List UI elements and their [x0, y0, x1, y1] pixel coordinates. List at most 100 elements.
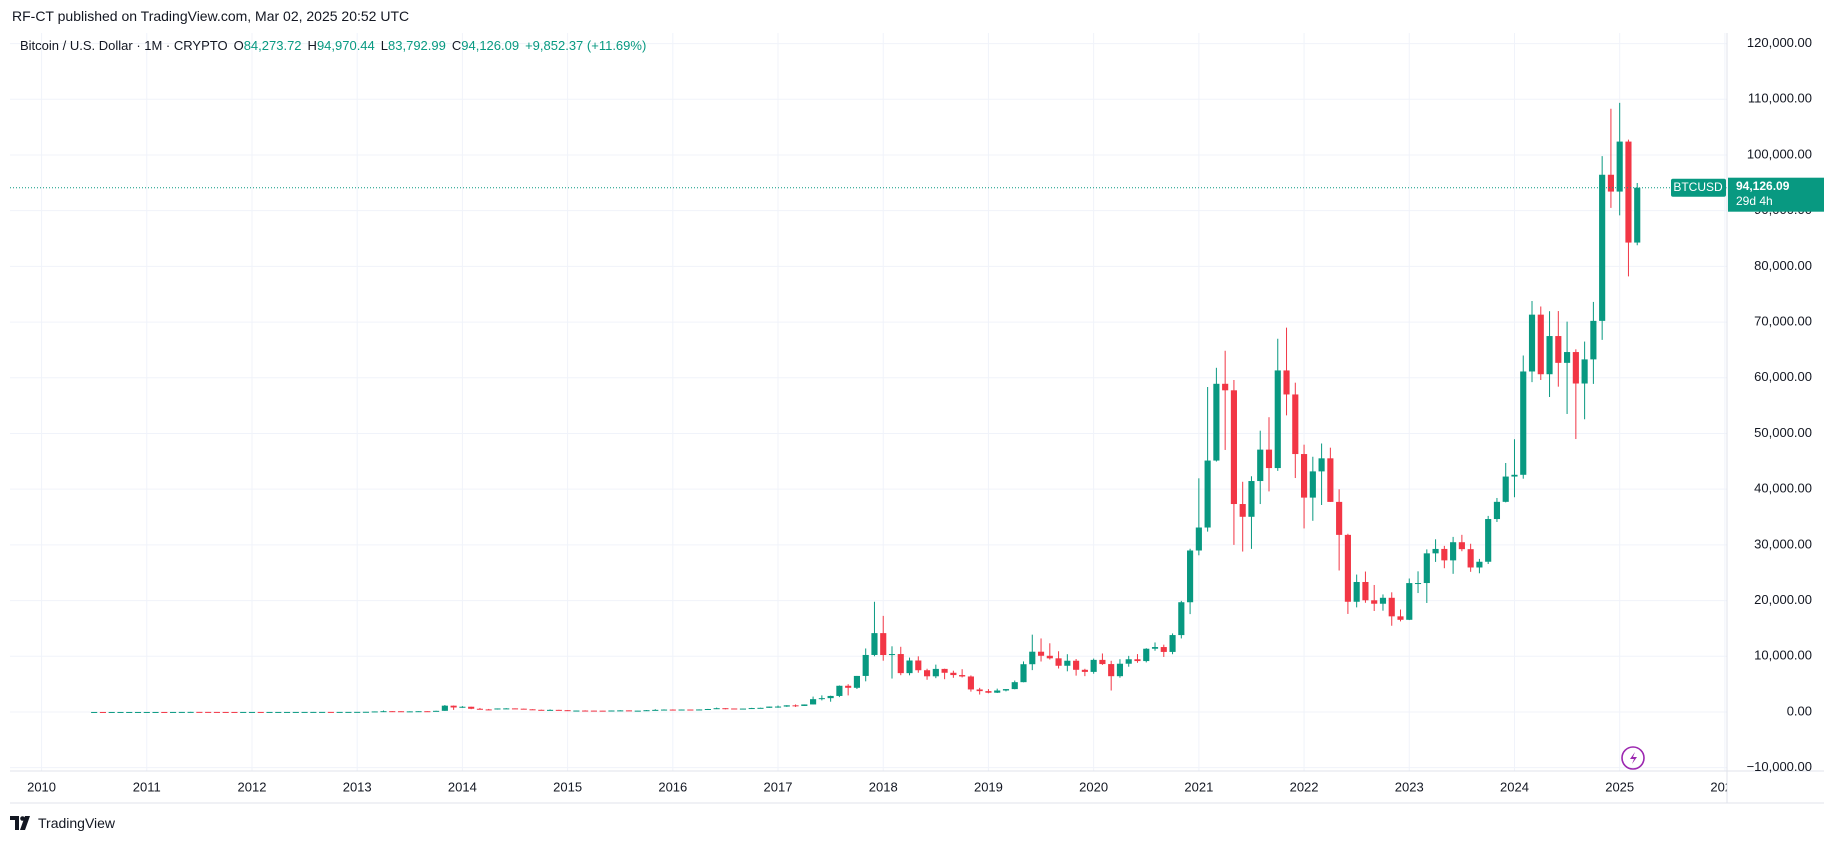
candle-body — [634, 710, 641, 712]
candle-body — [371, 711, 378, 713]
candle-body — [336, 711, 343, 713]
candle-body — [608, 710, 615, 712]
candle-body — [187, 711, 194, 713]
y-tick-label: 110,000.00 — [1748, 91, 1812, 106]
candle-body — [1467, 549, 1474, 568]
candle-body — [1116, 663, 1124, 677]
candle-body — [283, 711, 291, 713]
candle-body — [1073, 660, 1080, 670]
candle-body — [906, 660, 913, 674]
candle-body — [529, 709, 536, 711]
candle-body — [1458, 542, 1465, 550]
candle-body — [941, 668, 948, 673]
candle-body — [748, 708, 755, 710]
candle-body — [1423, 553, 1430, 584]
candle-body — [739, 708, 747, 710]
y-tick-label: 100,000.00 — [1747, 146, 1812, 161]
y-tick-label: 120,000.00 — [1747, 35, 1812, 50]
candle-body — [1178, 602, 1185, 636]
x-tick-label: 2023 — [1395, 779, 1424, 794]
candle-body — [301, 711, 308, 713]
candle-body — [196, 711, 203, 713]
x-tick-label: 2025 — [1605, 779, 1634, 794]
candle-body — [494, 708, 501, 710]
legend-value: 94,970.44 — [316, 38, 375, 53]
candle-body — [652, 709, 659, 711]
candle-body — [1090, 659, 1097, 672]
candle-body — [923, 670, 931, 677]
candle-body — [213, 711, 220, 713]
candle-body — [231, 711, 238, 713]
candle-body — [1020, 664, 1027, 683]
legend-value: 84,273.72 — [243, 38, 302, 53]
icon — [1621, 746, 1645, 770]
candle-body — [1292, 394, 1299, 455]
candle-body — [590, 710, 597, 712]
candle-body — [1537, 314, 1544, 375]
x-tick-label: 2020 — [1079, 779, 1108, 794]
candle-body — [1397, 616, 1404, 620]
x-tick-label: 2011 — [133, 779, 161, 794]
candle-body — [108, 711, 115, 713]
x-tick-label: 2013 — [343, 779, 372, 794]
legend-value: 94,126.09 — [461, 38, 520, 53]
candle-body — [1300, 454, 1308, 498]
candle-body — [152, 711, 159, 713]
candle-body — [1283, 370, 1290, 395]
candle-body — [1485, 519, 1492, 562]
candle-body — [1336, 501, 1343, 535]
candle-body — [625, 710, 633, 712]
candle-body — [1379, 597, 1387, 604]
candle-body — [660, 709, 668, 711]
candle-body — [1546, 336, 1553, 375]
candle-body — [1257, 449, 1264, 482]
candle-body — [766, 706, 773, 708]
candle-body — [1564, 352, 1571, 363]
candle-body — [1046, 655, 1053, 659]
candle-body — [1441, 548, 1448, 561]
countdown-label: 29d 4h — [1736, 194, 1773, 208]
candle-body — [520, 708, 527, 710]
candle-body — [801, 704, 808, 706]
candle-body — [170, 711, 177, 713]
candle-body — [406, 711, 413, 713]
legend-key: C — [451, 38, 462, 53]
publisher: RF-CT published on TradingView.com, Mar … — [12, 8, 410, 24]
legend-title: Bitcoin / U.S. Dollar · 1M · CRYPTO — [20, 38, 228, 53]
candle-body — [1572, 352, 1579, 384]
candle-body — [1143, 648, 1150, 662]
x-tick-label: 2022 — [1290, 779, 1319, 794]
y-tick-label: 10,000.00 — [1754, 648, 1812, 663]
y-tick-label: 20,000.00 — [1754, 592, 1812, 607]
candle-body — [1187, 550, 1194, 603]
y-tick-label: 30,000.00 — [1754, 536, 1812, 551]
x-tick-label: 2026 — [1710, 779, 1739, 794]
candle-body — [1160, 647, 1167, 652]
legend: Bitcoin / U.S. Dollar · 1M · CRYPTO O84,2… — [20, 38, 652, 53]
candle-body — [485, 709, 492, 711]
candle-body — [459, 706, 466, 708]
candle-body — [564, 710, 571, 712]
candle-body — [1204, 460, 1211, 528]
candle-body — [1511, 474, 1518, 477]
candle-body — [1493, 501, 1501, 520]
candle-body — [354, 711, 361, 713]
y-tick-label: 0.00 — [1787, 703, 1812, 718]
candle-body — [1002, 689, 1010, 691]
logo-text: TradingView — [38, 815, 116, 831]
price-box — [1728, 177, 1824, 212]
candle-body — [994, 690, 1001, 693]
x-tick-label: 2010 — [27, 779, 56, 794]
candle-body — [950, 672, 957, 676]
candle-body — [266, 711, 273, 713]
candle-body — [967, 676, 974, 690]
candle-body — [1222, 383, 1229, 391]
candle-body — [1099, 659, 1106, 665]
candle-body — [1081, 669, 1088, 672]
candle-body — [836, 685, 843, 696]
candle-body — [1055, 658, 1062, 666]
candle-body — [205, 711, 212, 713]
candle-body — [1037, 651, 1045, 656]
candle-body — [818, 698, 825, 700]
